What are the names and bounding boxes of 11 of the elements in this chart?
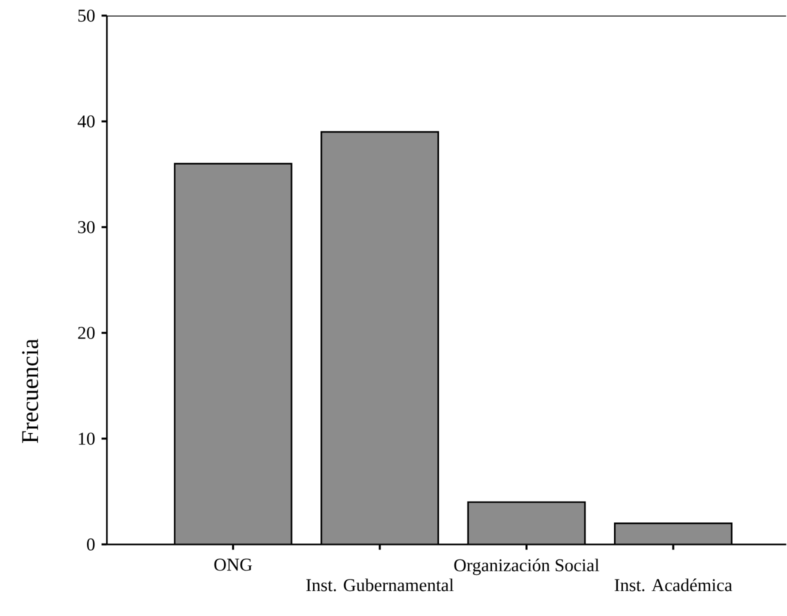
x-tick-label: Organización Social [454, 558, 600, 575]
y-tick-label: 30 [78, 220, 95, 234]
y-tick-label: 40 [78, 115, 95, 128]
y-tick-label: 20 [78, 326, 95, 339]
x-tick-label: Inst. Académica [614, 578, 732, 592]
y-tick-label: 10 [78, 432, 95, 445]
x-tick-label: ONG [214, 558, 252, 571]
y-tick-label: 50 [78, 9, 95, 22]
y-tick-label: 0 [87, 538, 95, 550]
x-tick-label: Inst. Gubernamental [306, 578, 454, 592]
y-axis-title: Frecuencia [22, 338, 38, 443]
